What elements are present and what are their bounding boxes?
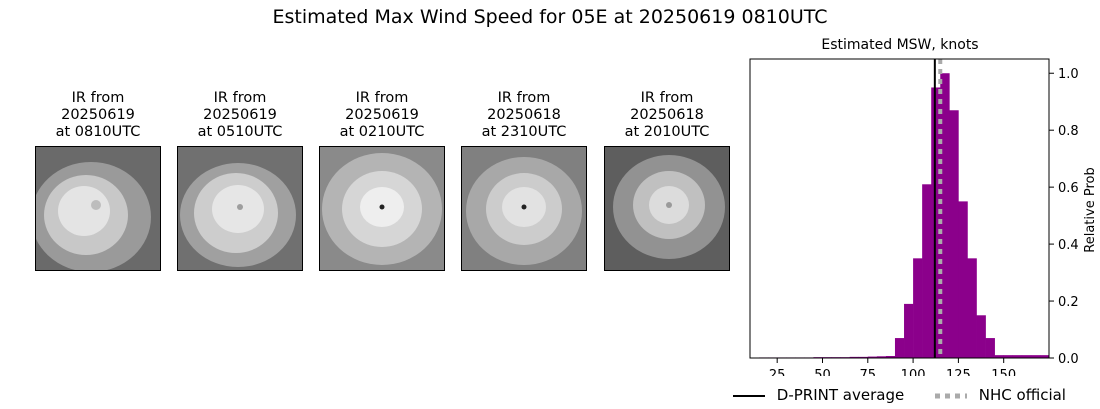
ir-satellite-image	[35, 146, 161, 271]
msw-probability-chart: Estimated MSW, knots 25 50 75 100 125 150 0.0…	[749, 37, 1098, 376]
histogram-bar	[885, 356, 896, 358]
histogram-bar	[967, 258, 977, 358]
y-tick-label: 1.0	[1058, 67, 1079, 82]
plot-frame	[749, 58, 1050, 359]
histogram-bar	[949, 110, 959, 358]
histogram-bar	[994, 355, 1004, 358]
legend-dprint: D-PRINT average	[731, 386, 904, 404]
ir-satellite-image	[604, 146, 730, 271]
chart-title: Estimated MSW, knots	[821, 37, 978, 53]
histogram-bar	[940, 73, 950, 358]
ir-caption: IR from 20250619 at 0810UTC	[55, 90, 141, 140]
histogram-bar	[1039, 355, 1050, 358]
ir-panel-3: IR from 20250619 at 0210UTC	[319, 90, 445, 271]
ir-caption: IR from 20250618 at 2010UTC	[624, 90, 710, 140]
ir-satellite-image	[461, 146, 587, 271]
x-tick-label: 150	[991, 368, 1016, 376]
histogram-bar	[1012, 355, 1023, 358]
histogram-bar	[913, 258, 923, 358]
histogram-bar	[1003, 355, 1014, 358]
histogram-bar	[1030, 355, 1041, 358]
y-tick-label: 0.2	[1058, 295, 1079, 310]
legend-label: D-PRINT average	[776, 386, 905, 404]
figure-title: Estimated Max Wind Speed for 05E at 2025…	[272, 6, 828, 28]
x-tick-label: 75	[860, 368, 877, 376]
ir-panel-2: IR from 20250619 at 0510UTC	[177, 90, 303, 271]
y-axis-label: Relative Prob	[1083, 167, 1098, 252]
histogram-bar	[867, 356, 878, 358]
histogram-bar	[876, 356, 887, 358]
histogram-bar	[858, 356, 869, 358]
histogram-bar	[922, 184, 932, 358]
histogram-bar	[931, 87, 941, 358]
ir-caption: IR from 20250619 at 0510UTC	[197, 90, 283, 140]
ir-satellite-image	[319, 146, 445, 271]
ir-caption: IR from 20250618 at 2310UTC	[481, 90, 567, 140]
ir-panel-1: IR from 20250619 at 0810UTC	[35, 90, 161, 271]
y-tick-label: 0.8	[1058, 124, 1079, 139]
ir-caption: IR from 20250619 at 0210UTC	[339, 90, 425, 140]
histogram-bar	[904, 303, 914, 358]
y-tick-label: 0.0	[1058, 352, 1079, 367]
histogram-bar	[1021, 355, 1032, 358]
legend-label: NHC official	[978, 386, 1066, 404]
ir-panel-5: IR from 20250618 at 2010UTC	[604, 90, 730, 271]
x-tick-label: 100	[901, 368, 926, 376]
histogram-bar	[985, 338, 995, 358]
histogram-bar	[894, 338, 905, 358]
ir-panel-4: IR from 20250618 at 2310UTC	[461, 90, 587, 271]
x-tick-label: 25	[769, 368, 786, 376]
ir-satellite-image	[177, 146, 303, 271]
y-tick-label: 0.4	[1058, 238, 1079, 253]
x-tick-label: 50	[814, 368, 831, 376]
solid-line-swatch	[733, 394, 765, 397]
histogram-bar	[958, 201, 968, 358]
legend-nhc: NHC official	[933, 386, 1066, 404]
histogram-bar	[849, 356, 860, 358]
y-tick-label: 0.6	[1058, 181, 1079, 196]
x-tick-label: 125	[946, 368, 971, 376]
dotted-line-swatch	[935, 393, 967, 398]
histogram-bar	[976, 315, 986, 358]
